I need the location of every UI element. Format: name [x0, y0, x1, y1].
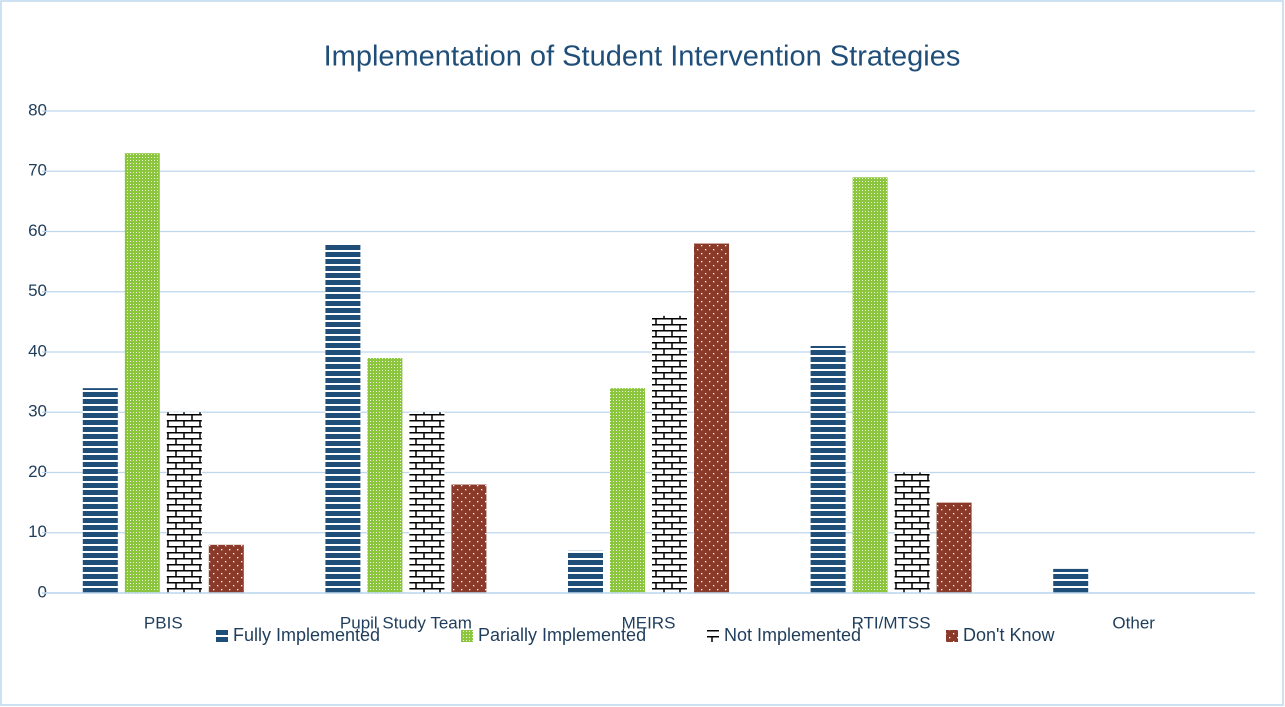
x-tick-label: Pupil Study Team: [340, 613, 472, 632]
y-tick-label: 20: [28, 462, 47, 481]
chart-title: Implementation of Student Intervention S…: [324, 41, 961, 73]
bar: [1053, 568, 1089, 593]
y-tick-label: 60: [28, 221, 47, 240]
bar: [810, 345, 846, 593]
bar: [936, 502, 972, 593]
bar: [568, 550, 603, 593]
bar: [82, 388, 118, 593]
y-tick-label: 30: [28, 402, 47, 421]
x-tick-label: MEIRS: [622, 613, 676, 632]
legend-swatch: [946, 630, 958, 642]
x-tick-label: RTI/MTSS: [852, 613, 931, 632]
legend-swatch: [461, 630, 473, 642]
legend-swatch: [216, 630, 228, 642]
bar: [124, 153, 160, 594]
bar: [652, 315, 687, 593]
bar: [208, 544, 244, 593]
y-tick-label: 10: [28, 522, 47, 541]
bar: [852, 177, 888, 593]
bar: [610, 388, 645, 593]
legend-label: Fully Implemented: [233, 625, 380, 645]
bar: [451, 484, 487, 593]
bar: [694, 243, 729, 594]
x-tick-label: PBIS: [144, 613, 183, 632]
y-tick-label: 80: [28, 100, 47, 119]
x-tick-label: Other: [1112, 613, 1155, 632]
legend-label: Parially Implemented: [478, 625, 646, 645]
bar: [166, 412, 202, 593]
y-tick-label: 50: [28, 281, 47, 300]
y-tick-label: 0: [38, 582, 47, 601]
bar: [894, 472, 930, 593]
y-tick-label: 70: [28, 161, 47, 180]
bar: [367, 358, 403, 593]
legend-label: Not Implemented: [724, 625, 861, 645]
bar: [325, 243, 361, 594]
legend-label: Don't Know: [963, 625, 1055, 645]
bar: [409, 412, 445, 593]
legend-swatch: [707, 630, 719, 642]
y-tick-label: 40: [28, 341, 47, 360]
